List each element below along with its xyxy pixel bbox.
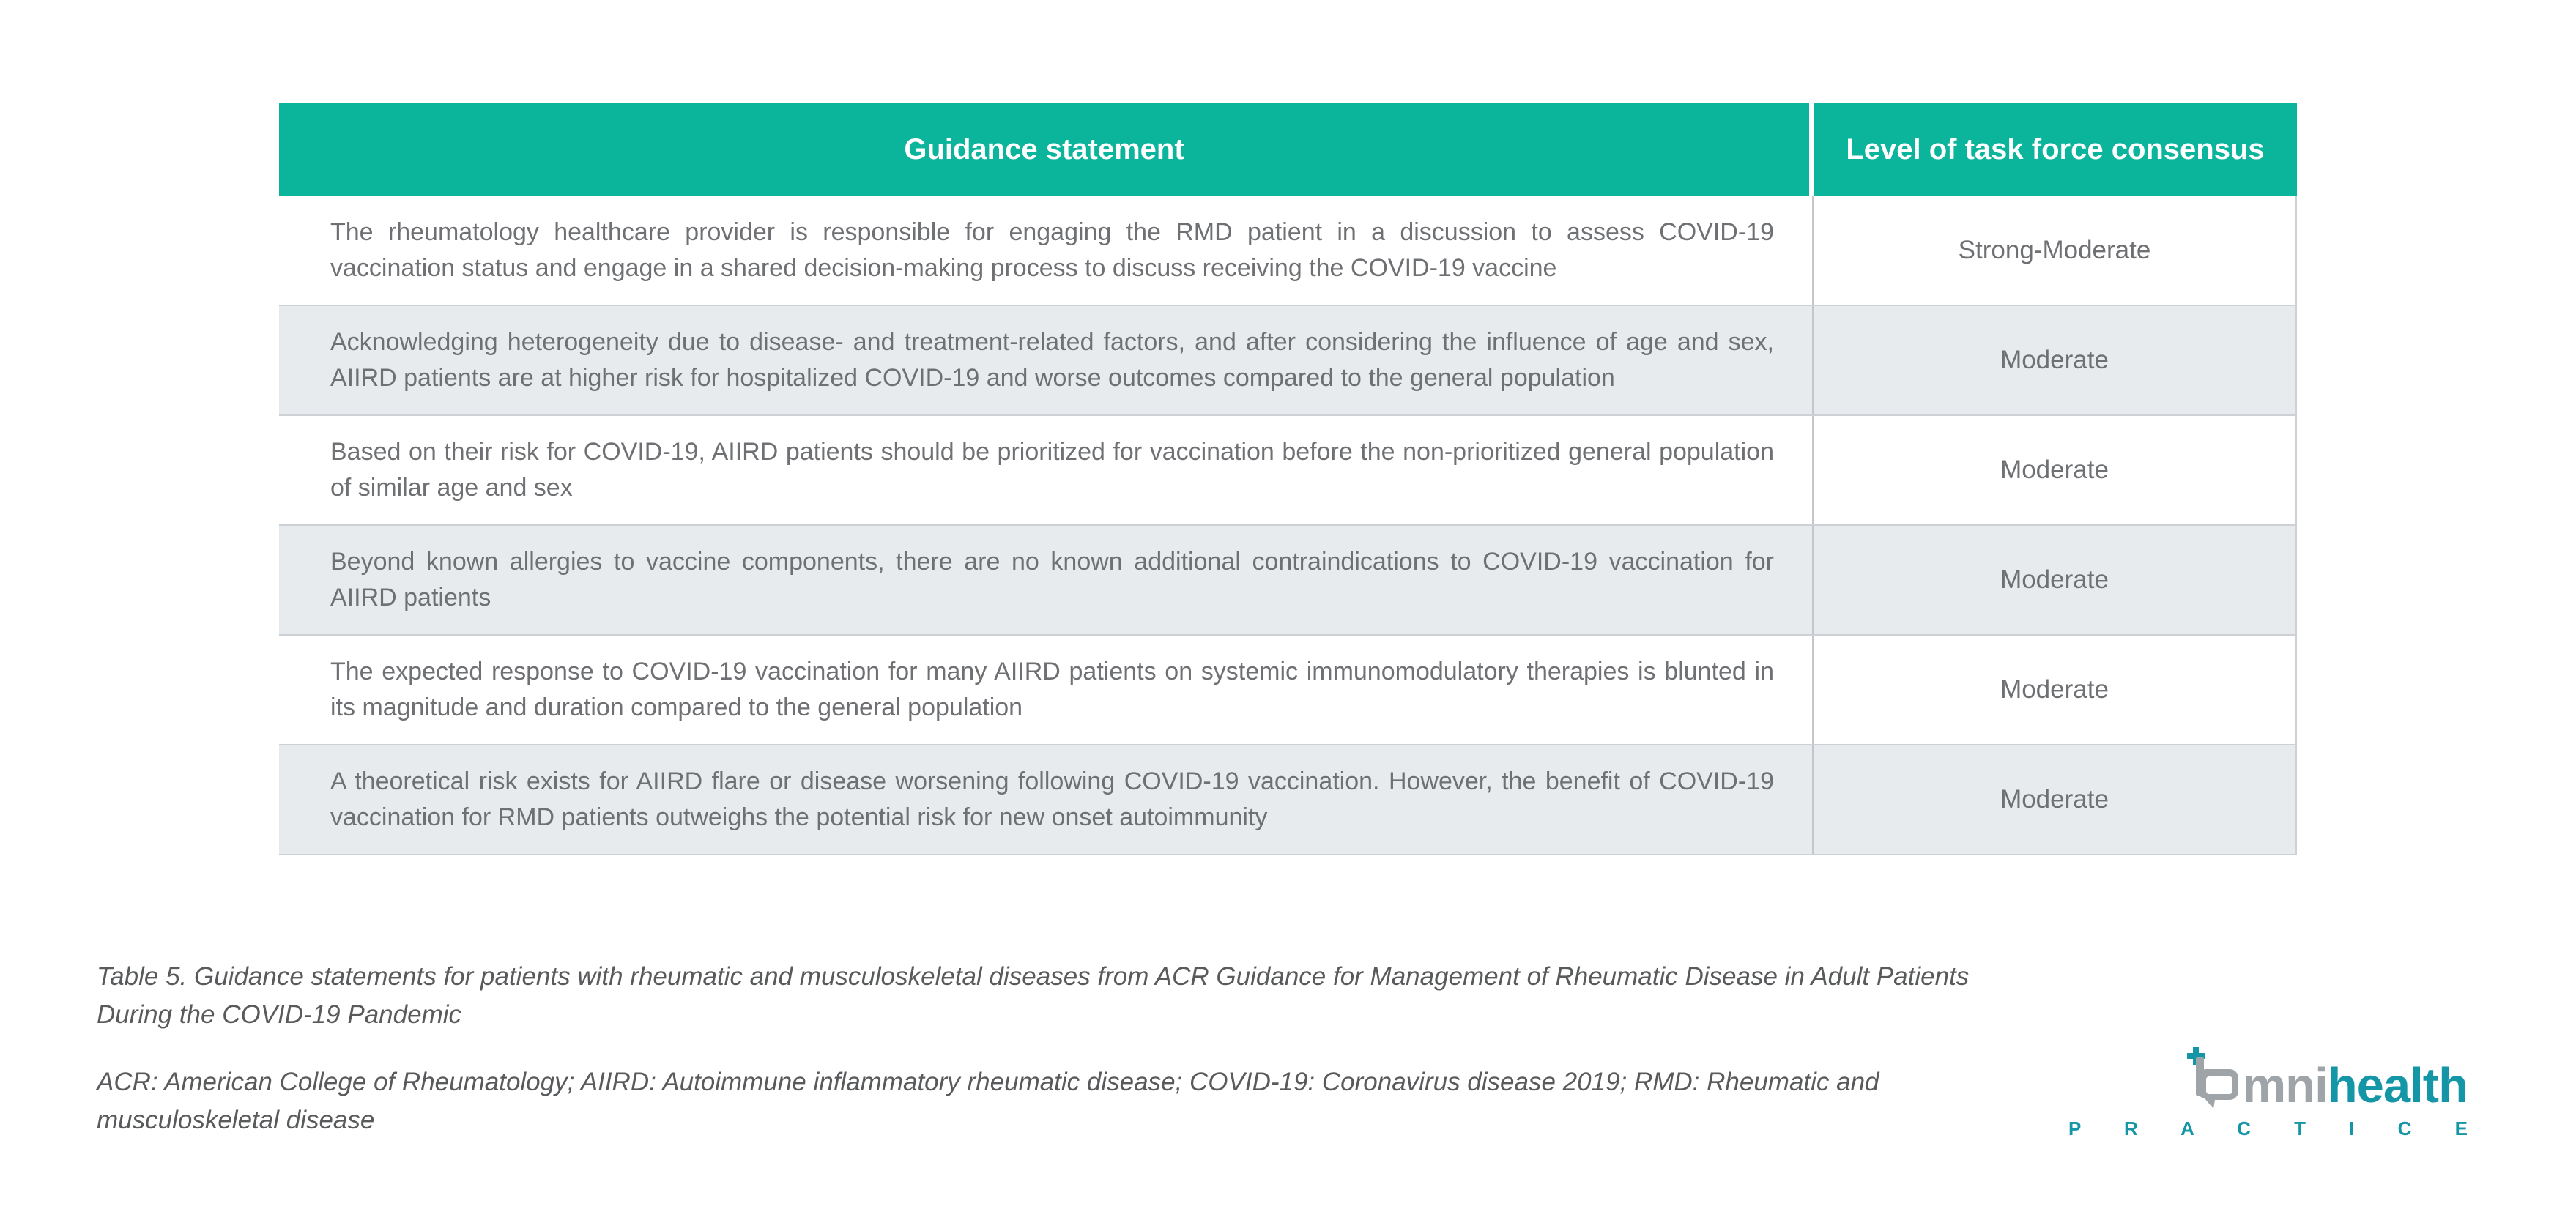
- table-row: Based on their risk for COVID-19, AIIRD …: [279, 416, 2297, 526]
- table-caption: Table 5. Guidance statements for patient…: [97, 962, 1970, 1029]
- logo-text-omni: mni: [2242, 1058, 2328, 1113]
- consensus-value: Moderate: [2000, 455, 2109, 484]
- consensus-value: Strong-Moderate: [1958, 236, 2151, 264]
- table-row: Beyond known allergies to vaccine compon…: [279, 526, 2297, 636]
- abbreviations-note: ACR: American College of Rheumatology; A…: [97, 1068, 1879, 1134]
- omnihealth-logo-mark-icon: [2186, 1047, 2238, 1109]
- table-row: Acknowledging heterogeneity due to disea…: [279, 306, 2297, 416]
- table-row: The expected response to COVID-19 vaccin…: [279, 636, 2297, 745]
- logo-text-practice: P R A C T I C E: [2068, 1117, 2487, 1139]
- table-row: The rheumatology healthcare provider is …: [279, 196, 2297, 306]
- consensus-value: Moderate: [2000, 346, 2109, 374]
- column-header-consensus: Level of task force consensus: [1814, 103, 2297, 196]
- omnihealth-logo: mni health P R A C T I C E: [2068, 1047, 2468, 1140]
- consensus-value: Moderate: [2000, 785, 2109, 814]
- guidance-statement-text: Acknowledging heterogeneity due to disea…: [330, 328, 1774, 392]
- logo-text-health: health: [2327, 1058, 2468, 1113]
- guidance-table: Guidance statement Level of task force c…: [279, 103, 2297, 855]
- table-row: A theoretical risk exists for AIIRD flar…: [279, 745, 2297, 855]
- table-header-row: Guidance statement Level of task force c…: [279, 103, 2297, 196]
- consensus-value: Moderate: [2000, 565, 2109, 594]
- guidance-statement-text: Based on their risk for COVID-19, AIIRD …: [330, 438, 1774, 502]
- column-header-guidance-statement: Guidance statement: [279, 103, 1814, 196]
- consensus-value: Moderate: [2000, 675, 2109, 704]
- guidance-statement-text: A theoretical risk exists for AIIRD flar…: [330, 767, 1774, 831]
- guidance-statement-text: Beyond known allergies to vaccine compon…: [330, 548, 1774, 611]
- guidance-statement-text: The expected response to COVID-19 vaccin…: [330, 658, 1774, 721]
- guidance-statement-text: The rheumatology healthcare provider is …: [330, 218, 1774, 282]
